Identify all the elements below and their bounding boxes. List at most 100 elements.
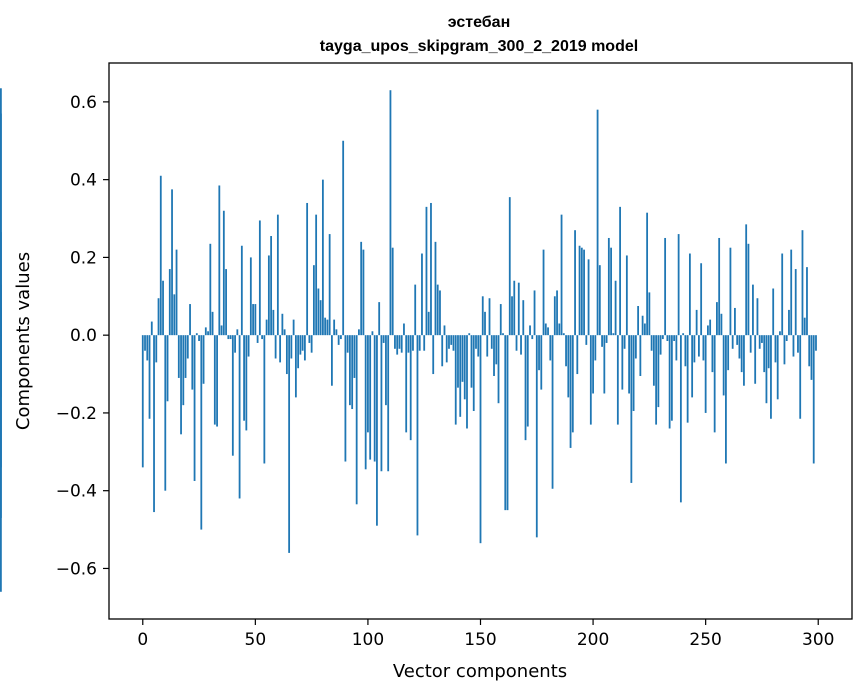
bar-227 [652,335,655,386]
bar-129 [432,335,435,375]
bar-66 [290,335,293,359]
bar-104 [376,335,378,526]
bar-156 [493,335,495,376]
bar-77 [315,214,318,336]
bar-26 [200,335,203,530]
bar-122 [416,335,419,536]
bar-235 [670,335,673,421]
bar-13 [171,189,173,336]
bar-44 [240,245,243,336]
bar-14 [173,294,176,336]
bar-23 [193,335,196,481]
bar-18 [182,335,185,406]
bar-25 [198,335,200,341]
bar-78 [317,288,320,336]
bar-224 [646,212,649,336]
bar-240 [682,333,685,336]
bar-165 [513,280,516,336]
bar-241 [684,335,687,367]
bar-257 [720,313,723,336]
bar-178 [542,249,545,336]
bar-237 [675,335,678,361]
bar-185 [558,323,561,336]
bar-12 [168,269,171,336]
bar-195 [580,247,583,336]
bar-36 [222,210,225,336]
bar-162 [506,335,509,511]
bar-239 [679,335,682,503]
bar-140 [457,335,459,388]
bar-138 [452,335,455,351]
bar-70 [299,335,302,355]
bar-37 [225,269,227,336]
bar-49 [252,304,254,336]
bar-172 [529,325,531,336]
bar-80 [321,179,324,336]
bar-85 [333,319,336,336]
bar-218 [632,335,635,411]
bar-30 [209,243,212,336]
bar-269 [747,243,750,336]
bar-15 [175,249,178,336]
bar-7 [157,298,160,336]
x-tick-label-300: 300 [802,630,834,650]
bar-56 [267,255,270,336]
bar-282 [776,335,779,400]
bar-214 [623,335,626,349]
bar-95 [355,335,358,505]
bar-201 [594,335,597,361]
bar-135 [445,335,448,363]
bar-40 [231,335,234,456]
bar-154 [488,298,491,336]
bar-29 [207,331,209,336]
bar-202 [596,109,599,336]
bar-53 [261,335,263,340]
bar-196 [583,249,585,336]
bar-63 [283,329,286,336]
x-tick-label-250: 250 [689,630,721,650]
bar-287 [788,309,790,336]
bar-299 [815,335,817,351]
bar-117 [405,335,408,433]
bar-8 [159,175,162,336]
bar-268 [745,224,748,336]
bar-273 [756,298,759,336]
bar-213 [621,335,624,390]
y-tick-label-0: −0.6 [56,559,97,579]
bar-5 [153,335,155,513]
bar-223 [643,323,646,336]
y-tick-label-4: 0.2 [70,248,97,268]
bar-58 [272,309,275,336]
bar-231 [661,335,664,340]
bar-276 [763,335,766,373]
bar-272 [754,335,757,384]
bar-148 [475,335,477,349]
bar-277 [765,335,768,404]
bar-180 [547,327,549,336]
bar-181 [549,335,552,361]
bar-93 [351,335,354,410]
bar-72 [303,335,306,361]
bar-48 [249,257,252,336]
x-axis-label: Vector components [393,661,567,682]
bar-187 [562,333,565,336]
bar-139 [454,335,457,425]
bar-126 [425,206,428,336]
bar-59 [274,335,277,359]
bar-67 [292,319,295,336]
bar-205 [603,335,606,394]
bar-298 [812,335,815,464]
bar-0 [141,335,144,468]
bar-98 [362,249,365,336]
bar-undefined [0,88,2,336]
bar-174 [533,290,536,336]
bar-22 [191,335,194,390]
bar-163 [508,197,511,336]
bar-283 [779,331,781,336]
bar-121 [414,284,417,336]
bar-251 [707,325,709,336]
bar-105 [378,302,381,336]
bar-136 [448,335,450,349]
bar-89 [342,140,345,336]
